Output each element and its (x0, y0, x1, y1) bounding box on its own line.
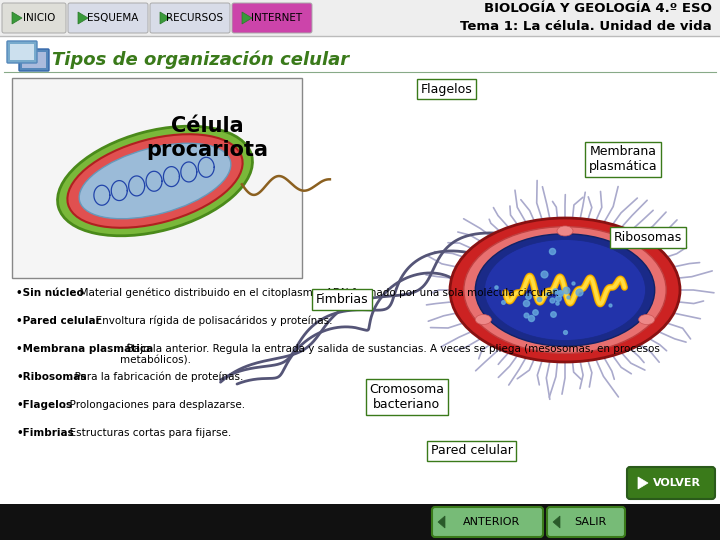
FancyBboxPatch shape (19, 49, 49, 71)
Text: . Bajo la anterior. Regula la entrada y salida de sustancias. A veces se pliega : . Bajo la anterior. Regula la entrada y … (120, 344, 660, 366)
Polygon shape (12, 12, 22, 24)
Text: •Pared celular: •Pared celular (16, 316, 101, 326)
Bar (10, 44, 34, 60)
Text: ESQUEMA: ESQUEMA (87, 13, 139, 23)
FancyBboxPatch shape (7, 41, 37, 63)
Ellipse shape (475, 234, 654, 346)
Bar (0, 36, 720, 504)
Text: •Flagelos: •Flagelos (16, 400, 72, 410)
FancyBboxPatch shape (68, 3, 148, 33)
Ellipse shape (79, 143, 231, 219)
FancyBboxPatch shape (432, 507, 543, 537)
Bar (12, 78, 302, 278)
Ellipse shape (68, 134, 243, 228)
Polygon shape (553, 516, 560, 528)
Text: Pared celular: Pared celular (431, 444, 513, 457)
Text: . Prolongaciones para desplazarse.: . Prolongaciones para desplazarse. (63, 400, 245, 410)
Text: INICIO: INICIO (23, 13, 55, 23)
Text: Membrana
plasmática: Membrana plasmática (588, 145, 657, 173)
FancyBboxPatch shape (150, 3, 230, 33)
Polygon shape (638, 477, 648, 489)
Ellipse shape (58, 126, 253, 236)
Bar (0, 0, 720, 36)
Text: INTERNET: INTERNET (251, 13, 302, 23)
Polygon shape (438, 516, 445, 528)
Text: Fimbrias: Fimbrias (315, 293, 369, 306)
FancyBboxPatch shape (627, 467, 715, 499)
Text: Ribosomas: Ribosomas (614, 231, 682, 244)
FancyBboxPatch shape (547, 507, 625, 537)
Bar (22, 52, 46, 68)
Text: ANTERIOR: ANTERIOR (463, 517, 520, 527)
Text: BIOLOGÍA Y GEOLOGÍA 4.º ESO
Tema 1: La célula. Unidad de vida: BIOLOGÍA Y GEOLOGÍA 4.º ESO Tema 1: La c… (460, 3, 712, 33)
FancyBboxPatch shape (232, 3, 312, 33)
Text: •Sin núcleo: •Sin núcleo (16, 288, 84, 298)
Text: •Ribosomas: •Ribosomas (16, 372, 86, 382)
Ellipse shape (464, 227, 666, 353)
Text: VOLVER: VOLVER (653, 478, 701, 488)
FancyBboxPatch shape (2, 3, 66, 33)
Text: . Estructuras cortas para fijarse.: . Estructuras cortas para fijarse. (63, 428, 231, 438)
Text: Célula
procariota: Célula procariota (146, 117, 268, 160)
Ellipse shape (557, 226, 573, 236)
Text: . Material genético distribuido en el citoplasma. ADN formado por una sola moléc: . Material genético distribuido en el ci… (73, 288, 559, 299)
Ellipse shape (450, 218, 680, 362)
Polygon shape (242, 12, 252, 24)
Ellipse shape (639, 314, 654, 325)
Text: . Para la fabricación de proteínas.: . Para la fabricación de proteínas. (68, 372, 243, 382)
Text: Tipos de organización celular: Tipos de organización celular (52, 51, 349, 69)
Text: Cromosoma
bacteriano: Cromosoma bacteriano (369, 383, 444, 411)
Text: Flagelos: Flagelos (420, 83, 472, 96)
Bar (0, 504, 720, 540)
Text: . Envoltura rígida de polisacáridos y proteínas.: . Envoltura rígida de polisacáridos y pr… (89, 316, 333, 327)
Ellipse shape (475, 314, 491, 325)
Text: RECURSOS: RECURSOS (166, 13, 224, 23)
Polygon shape (160, 12, 170, 24)
Text: •Fimbrias: •Fimbrias (16, 428, 73, 438)
Ellipse shape (485, 240, 646, 340)
Text: •Membrana plasmática: •Membrana plasmática (16, 344, 153, 354)
Polygon shape (78, 12, 88, 24)
Text: SALIR: SALIR (574, 517, 606, 527)
